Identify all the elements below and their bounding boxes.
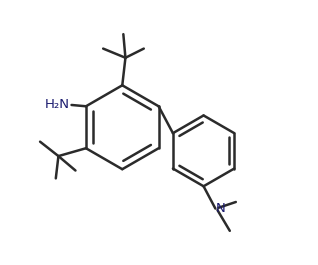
Text: N: N bbox=[216, 202, 226, 215]
Text: H₂N: H₂N bbox=[45, 99, 69, 112]
